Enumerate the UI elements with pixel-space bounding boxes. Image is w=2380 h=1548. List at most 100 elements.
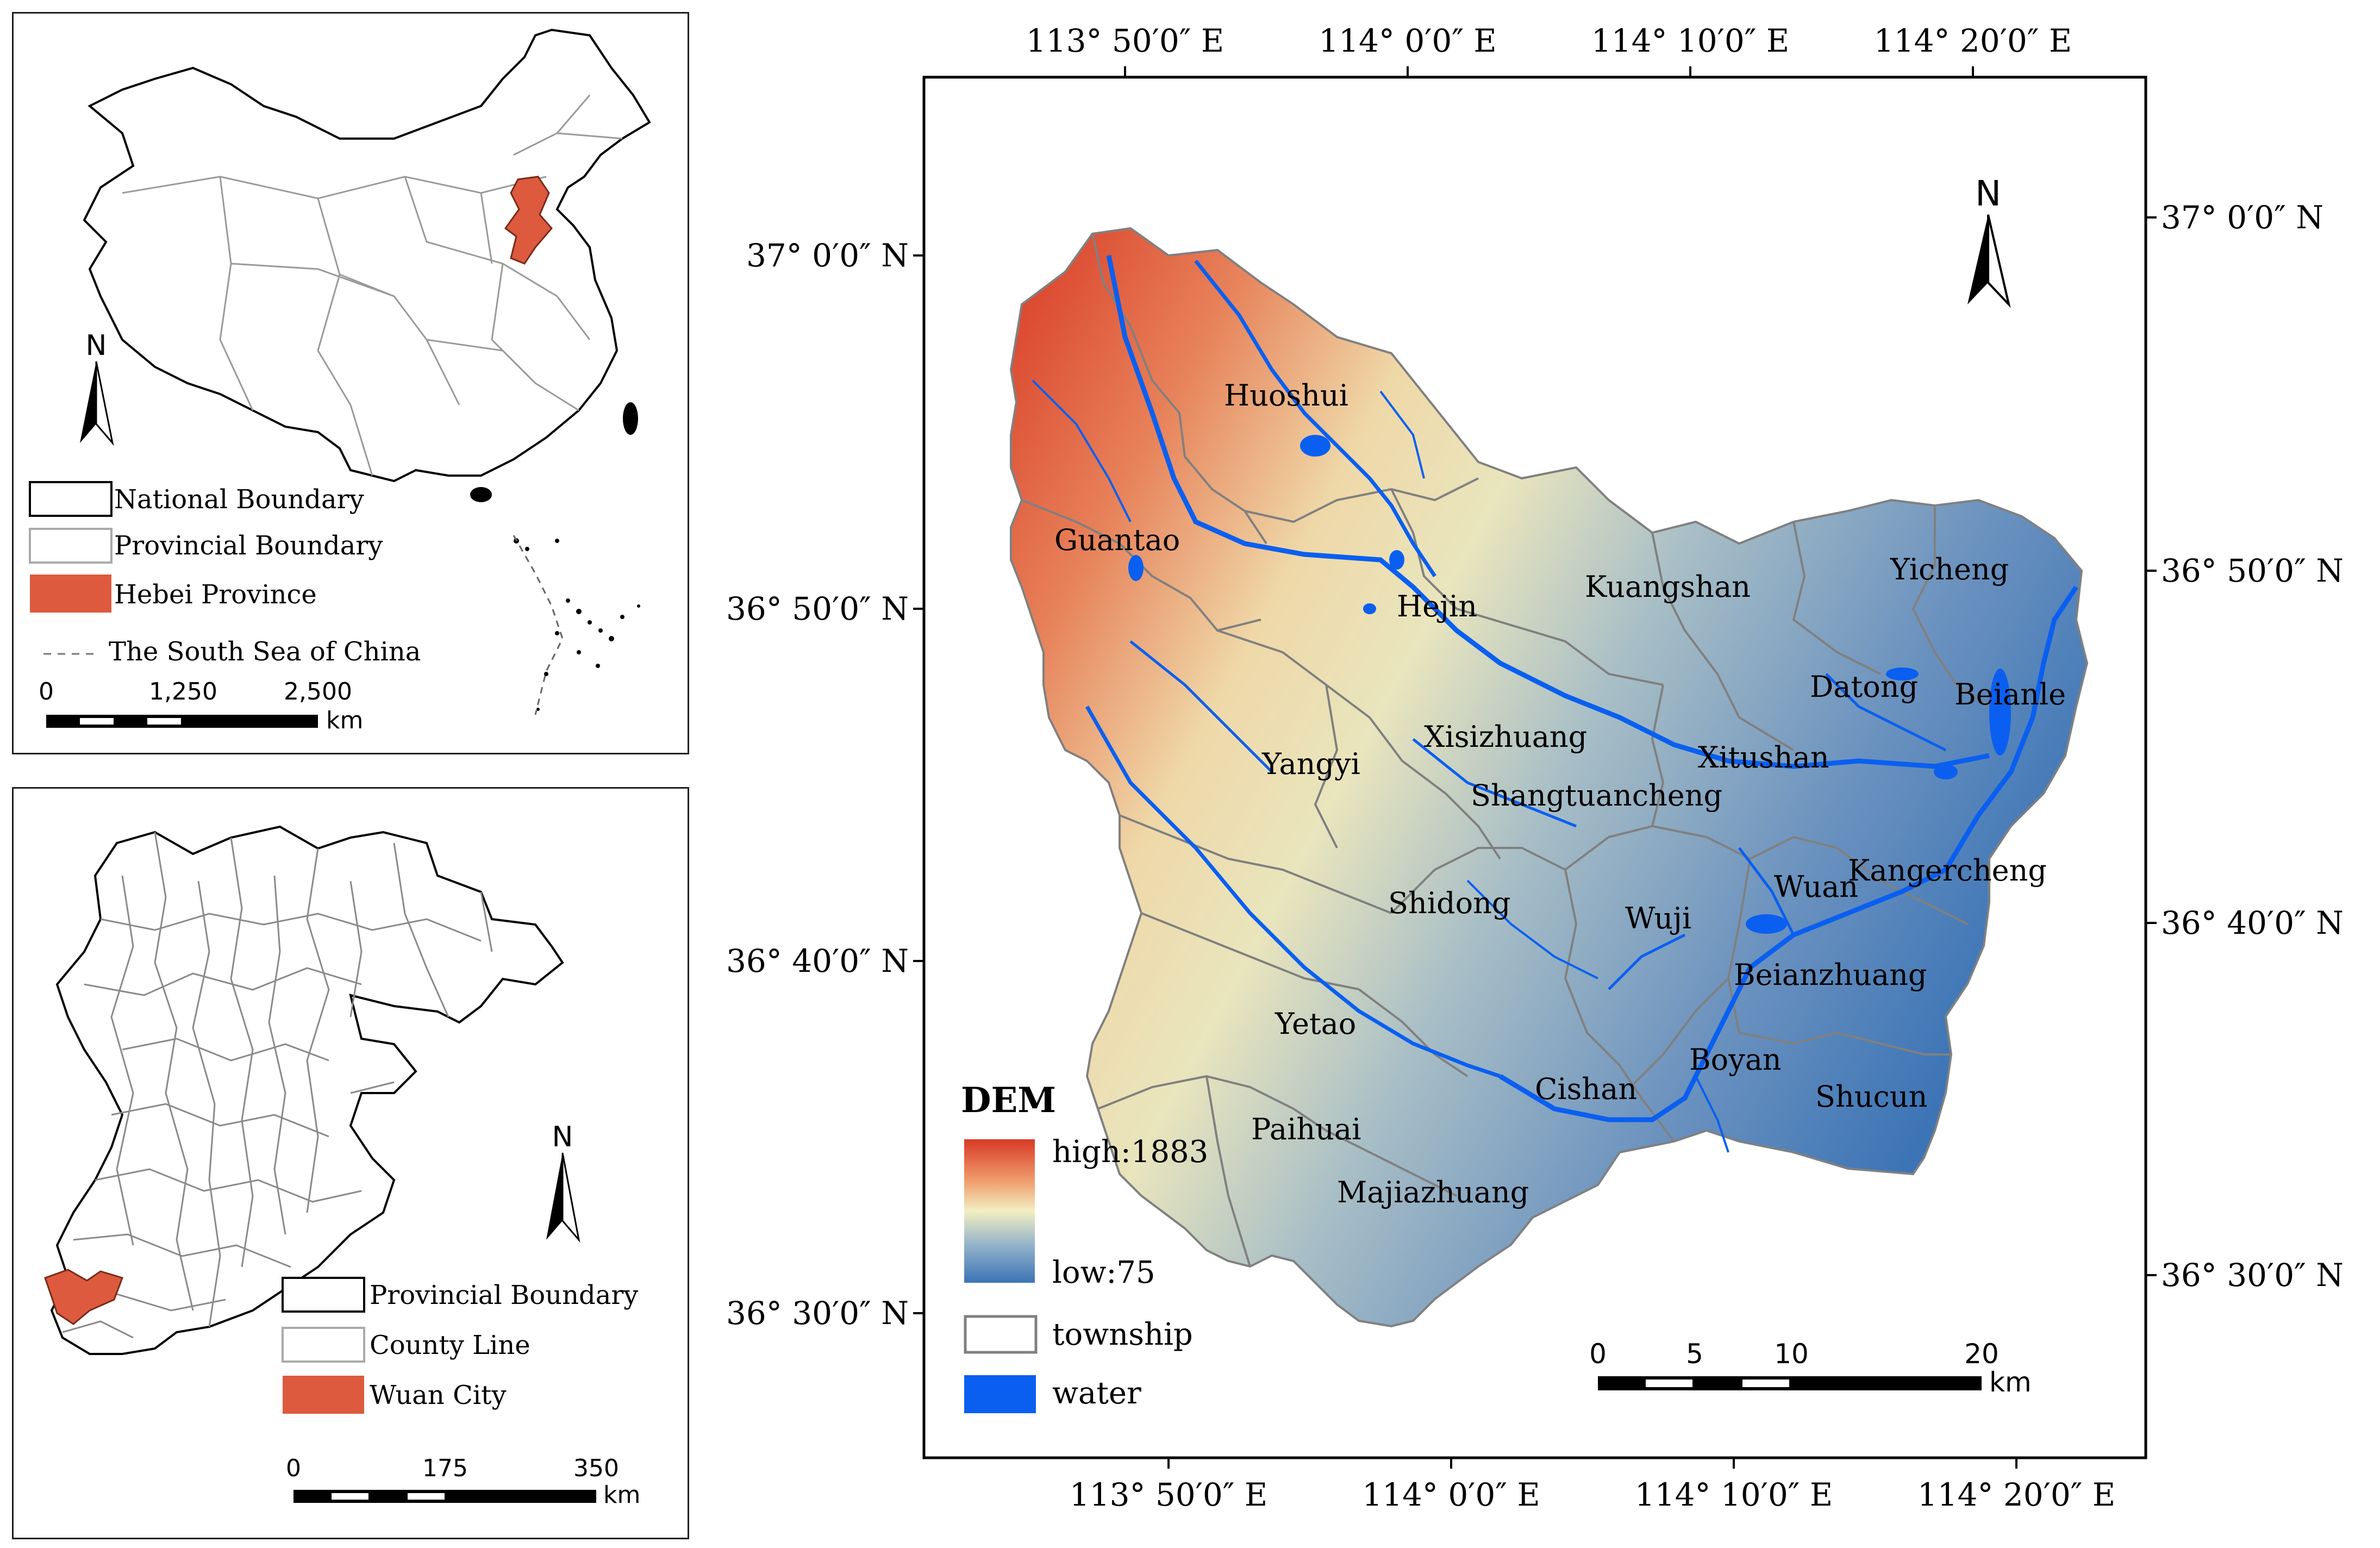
town-yetao: Yetao	[1275, 1007, 1356, 1041]
town-beianzhuang: Beianzhuang	[1734, 958, 1927, 992]
wuan-dem-area	[1009, 227, 2089, 1328]
left-lat-4: 36° 30′0″ N	[726, 1295, 909, 1332]
town-xisizhuang: Xisizhuang	[1424, 720, 1587, 754]
town-kuangshan: Kuangshan	[1585, 570, 1751, 604]
legend-swatch-national	[29, 481, 113, 517]
township-lines	[1021, 233, 1990, 1267]
bottom-lon-3: 114° 10′0″ E	[1635, 1476, 1833, 1513]
town-shangtuancheng: Shangtuancheng	[1471, 778, 1722, 813]
town-wuji: Wuji	[1625, 901, 1691, 935]
legend-swatch-county-line	[282, 1327, 365, 1363]
svg-text:0: 0	[1589, 1338, 1607, 1370]
legend-wuan-label: Wuan City	[370, 1380, 507, 1410]
hebei-inset-panel: N Provincial Boundary County Line Wuan C…	[12, 787, 689, 1539]
hebei-highlight	[504, 176, 553, 265]
svg-text:20: 20	[1964, 1338, 1999, 1370]
legend-hebei-provincial-label: Provincial Boundary	[370, 1280, 638, 1310]
town-paihuai: Paihuai	[1251, 1112, 1361, 1146]
hebei-county-lines	[62, 832, 493, 1339]
south-sea-islands	[470, 402, 640, 711]
township-label: township	[1052, 1317, 1193, 1352]
town-yicheng: Yicheng	[1890, 552, 2009, 586]
dem-low-label: low:75	[1052, 1255, 1155, 1290]
right-lat-2: 36° 50′0″ N	[2161, 552, 2344, 589]
china-scale-bar: 0 1,250 2,500 km	[39, 678, 363, 734]
legend-south-sea-label: The South Sea of China	[109, 636, 421, 667]
legend-swatch-hebei	[30, 575, 111, 613]
svg-text:km: km	[1989, 1366, 2032, 1398]
town-kangercheng: Kangercheng	[1848, 853, 2047, 888]
town-shucun: Shucun	[1815, 1079, 1927, 1114]
main-scale-bar: 0 5 10 20 km	[1589, 1338, 2032, 1398]
hebei-north-label: N	[552, 1121, 573, 1153]
top-lon-1: 113° 50′0″ E	[1026, 22, 1224, 59]
water-swatch	[964, 1375, 1036, 1413]
svg-text:175: 175	[422, 1455, 468, 1482]
town-majiazhuang: Majiazhuang	[1337, 1175, 1529, 1209]
dem-color-ramp	[964, 1139, 1035, 1283]
legend-provincial-label: Provincial Boundary	[114, 530, 383, 561]
township-swatch	[964, 1315, 1038, 1354]
town-beianle: Beianle	[1954, 677, 2066, 711]
town-datong: Datong	[1810, 670, 1918, 704]
china-national-boundary	[83, 28, 651, 483]
svg-text:10: 10	[1774, 1338, 1809, 1370]
china-provincial-boundaries	[122, 95, 623, 476]
wuan-city-highlight	[44, 1269, 123, 1325]
legend-national-label: National Boundary	[114, 484, 364, 515]
china-inset-panel: N National Boundary Provincial Boundary …	[12, 12, 689, 754]
legend-swatch-provincial	[29, 528, 113, 564]
legend-swatch-wuan	[283, 1376, 364, 1414]
town-hejin: Hejin	[1397, 589, 1477, 623]
water-bodies	[1128, 435, 2011, 934]
bottom-lon-1: 113° 50′0″ E	[1070, 1476, 1267, 1513]
coordinate-labels: 113° 50′0″ E 114° 0′0″ E 114° 10′0″ E 11…	[726, 22, 2344, 1513]
svg-text:1,250: 1,250	[149, 678, 217, 706]
town-boyan: Boyan	[1689, 1043, 1782, 1077]
river-network	[1032, 255, 2078, 1153]
svg-text:350: 350	[573, 1455, 619, 1482]
dem-legend-title: DEM	[961, 1080, 1056, 1121]
china-north-label: N	[86, 329, 107, 362]
svg-text:2,500: 2,500	[284, 678, 352, 706]
top-lon-4: 114° 20′0″ E	[1874, 22, 2072, 59]
dem-high-label: high:1883	[1052, 1134, 1208, 1170]
town-xitushan: Xitushan	[1698, 740, 1829, 775]
main-map-frame	[922, 76, 2147, 1459]
town-guantao: Guantao	[1054, 523, 1180, 557]
left-lat-1: 37° 0′0″ N	[746, 237, 909, 274]
left-lat-3: 36° 40′0″ N	[726, 942, 909, 979]
town-yangyi: Yangyi	[1261, 747, 1360, 781]
right-lat-3: 36° 40′0″ N	[2161, 904, 2344, 941]
hebei-inset-map: N Provincial Boundary County Line Wuan C…	[44, 825, 640, 1509]
town-labels: Huoshui Guantao Hejin Kuangshan Yicheng …	[1054, 378, 2066, 1209]
hebei-scale-bar: 0 175 350 km	[286, 1455, 640, 1509]
top-lon-3: 114° 10′0″ E	[1591, 22, 1789, 59]
right-lat-1: 37° 0′0″ N	[2161, 199, 2323, 236]
town-wuan: Wuan	[1774, 870, 1858, 904]
bottom-lon-4: 114° 20′0″ E	[1917, 1476, 2115, 1513]
hebei-north-arrow: N	[546, 1121, 580, 1243]
bottom-lon-2: 114° 0′0″ E	[1362, 1476, 1540, 1513]
svg-text:0: 0	[286, 1455, 301, 1482]
hebei-provincial-boundary	[50, 825, 564, 1355]
top-lon-2: 114° 0′0″ E	[1319, 22, 1497, 59]
dem-legend: DEM high:1883 low:75 township water	[961, 1080, 1208, 1413]
legend-swatch-hebei-provincial	[282, 1277, 365, 1313]
town-huoshui: Huoshui	[1224, 378, 1348, 413]
south-sea-dashed-line	[513, 535, 564, 715]
graticule-ticks	[913, 66, 2157, 1469]
main-north-arrow: N	[1967, 174, 2011, 308]
china-north-arrow: N	[80, 329, 114, 446]
svg-text:km: km	[326, 707, 363, 734]
china-inset-map: N National Boundary Provincial Boundary …	[29, 28, 651, 734]
town-shidong: Shidong	[1388, 886, 1510, 920]
water-label: water	[1052, 1376, 1141, 1411]
svg-text:5: 5	[1686, 1338, 1703, 1370]
svg-text:km: km	[603, 1481, 640, 1509]
right-lat-4: 36° 30′0″ N	[2161, 1257, 2344, 1294]
town-cishan: Cishan	[1535, 1072, 1637, 1106]
main-north-label: N	[1975, 174, 2001, 214]
left-lat-2: 36° 50′0″ N	[726, 590, 909, 627]
legend-hebei-label: Hebei Province	[114, 579, 317, 610]
